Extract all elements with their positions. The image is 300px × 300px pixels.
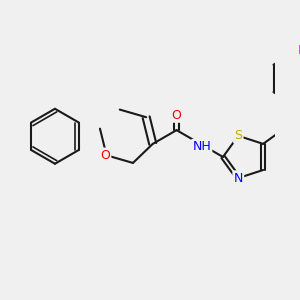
Text: S: S	[234, 129, 242, 142]
Text: O: O	[100, 149, 110, 162]
Text: NH: NH	[192, 140, 211, 153]
Text: N: N	[234, 172, 243, 184]
Text: F: F	[298, 44, 300, 58]
Text: O: O	[172, 109, 182, 122]
